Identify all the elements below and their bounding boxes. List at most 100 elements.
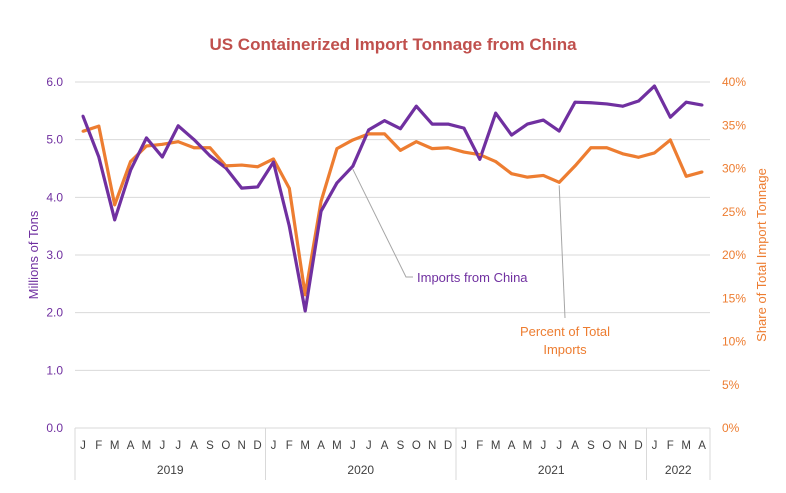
data-point-imports <box>414 104 418 108</box>
month-tick-label: D <box>444 440 452 452</box>
year-label: 2022 <box>665 463 692 477</box>
series-line-percent-of-total <box>82 124 703 297</box>
month-tick-label: A <box>698 440 706 452</box>
data-point-imports <box>129 168 132 172</box>
data-point-imports <box>303 309 307 313</box>
right-tick-label: 20% <box>722 248 746 262</box>
data-point-percent <box>541 174 545 177</box>
month-tick-label: M <box>523 440 533 452</box>
data-point-percent <box>367 132 371 136</box>
gridlines <box>75 81 710 371</box>
data-point-percent <box>129 160 132 163</box>
data-point-imports <box>160 155 164 159</box>
data-point-imports <box>383 119 386 123</box>
data-point-percent <box>494 160 498 163</box>
data-point-imports <box>621 104 625 108</box>
month-tick-label: M <box>332 440 342 452</box>
data-point-percent <box>351 138 355 142</box>
left-tick-label: 4.0 <box>46 190 63 204</box>
month-tick-label: A <box>571 440 579 452</box>
month-tick-label: J <box>159 440 165 452</box>
month-tick-label: S <box>587 440 595 452</box>
right-tick-label: 30% <box>722 162 746 176</box>
month-tick-label: F <box>476 440 483 452</box>
month-tick-label: N <box>428 440 436 452</box>
data-point-percent <box>621 152 625 156</box>
right-tick-label: 25% <box>722 205 746 219</box>
data-point-imports <box>192 138 196 142</box>
right-tick-label: 35% <box>722 118 746 132</box>
data-point-imports <box>653 84 656 88</box>
month-tick-label: J <box>175 440 181 452</box>
month-tick-label: J <box>80 440 86 452</box>
year-label: 2019 <box>157 463 184 477</box>
data-point-imports <box>684 100 688 104</box>
data-point-percent <box>335 147 339 151</box>
annotation-percent-of-total: Imports <box>543 342 587 357</box>
data-point-imports <box>589 101 593 105</box>
left-axis-ticks: 0.0 1.0 2.0 3.0 4.0 5.0 6.0 <box>46 75 63 435</box>
data-point-percent <box>526 175 529 179</box>
month-tick-label: A <box>317 440 325 452</box>
data-point-imports <box>430 122 434 126</box>
data-point-imports <box>176 124 180 128</box>
data-point-percent <box>605 146 609 150</box>
data-point-imports <box>668 115 672 119</box>
data-point-imports <box>145 136 148 140</box>
data-point-percent <box>668 138 672 142</box>
data-point-percent <box>478 153 482 157</box>
data-point-imports <box>240 186 244 190</box>
month-tick-label: J <box>350 440 356 452</box>
right-tick-label: 40% <box>722 75 746 89</box>
right-axis-label: Share of Total Import Tonnage <box>754 168 769 342</box>
data-point-percent <box>414 140 418 144</box>
data-point-imports <box>81 114 85 118</box>
month-tick-label: J <box>556 440 562 452</box>
data-point-imports <box>700 103 704 107</box>
data-point-imports <box>478 157 482 161</box>
left-tick-label: 3.0 <box>46 248 63 262</box>
month-tick-label: D <box>634 440 642 452</box>
data-point-imports <box>319 209 323 213</box>
right-tick-label: 15% <box>722 291 746 305</box>
month-tick-label: J <box>366 440 372 452</box>
data-point-percent <box>176 140 180 144</box>
data-point-percent <box>97 124 101 128</box>
data-point-percent <box>272 157 275 161</box>
data-point-percent <box>462 150 466 154</box>
month-tick-label: J <box>271 440 277 452</box>
month-tick-label: N <box>619 440 627 452</box>
month-tick-label: A <box>127 440 135 452</box>
data-point-imports <box>573 100 577 104</box>
data-point-imports <box>446 122 450 126</box>
data-point-imports <box>224 166 228 170</box>
data-point-percent <box>637 155 640 159</box>
data-point-percent <box>303 293 307 297</box>
month-tick-label: O <box>602 440 611 452</box>
annotation-percent-of-total: Percent of Total <box>520 324 610 339</box>
month-tick-label: J <box>652 440 658 452</box>
data-point-percent <box>224 164 228 168</box>
left-tick-label: 2.0 <box>46 306 63 320</box>
data-point-percent <box>446 146 450 150</box>
data-point-percent <box>589 146 593 150</box>
right-tick-label: 5% <box>722 378 740 392</box>
annotations: Imports from China Percent of Total Import… <box>417 270 610 357</box>
data-point-imports <box>351 164 355 168</box>
month-tick-label: M <box>300 440 310 452</box>
data-point-percent <box>145 144 148 148</box>
data-point-percent <box>684 174 688 178</box>
data-point-imports <box>399 127 402 131</box>
month-tick-label: F <box>286 440 293 452</box>
data-point-imports <box>97 155 101 159</box>
data-point-percent <box>160 142 164 146</box>
month-tick-label: F <box>95 440 102 452</box>
left-tick-label: 0.0 <box>46 421 63 435</box>
left-tick-label: 5.0 <box>46 133 63 147</box>
data-point-imports <box>256 185 259 189</box>
month-tick-label: M <box>681 440 691 452</box>
data-point-percent <box>208 146 212 150</box>
month-tick-label: A <box>508 440 516 452</box>
